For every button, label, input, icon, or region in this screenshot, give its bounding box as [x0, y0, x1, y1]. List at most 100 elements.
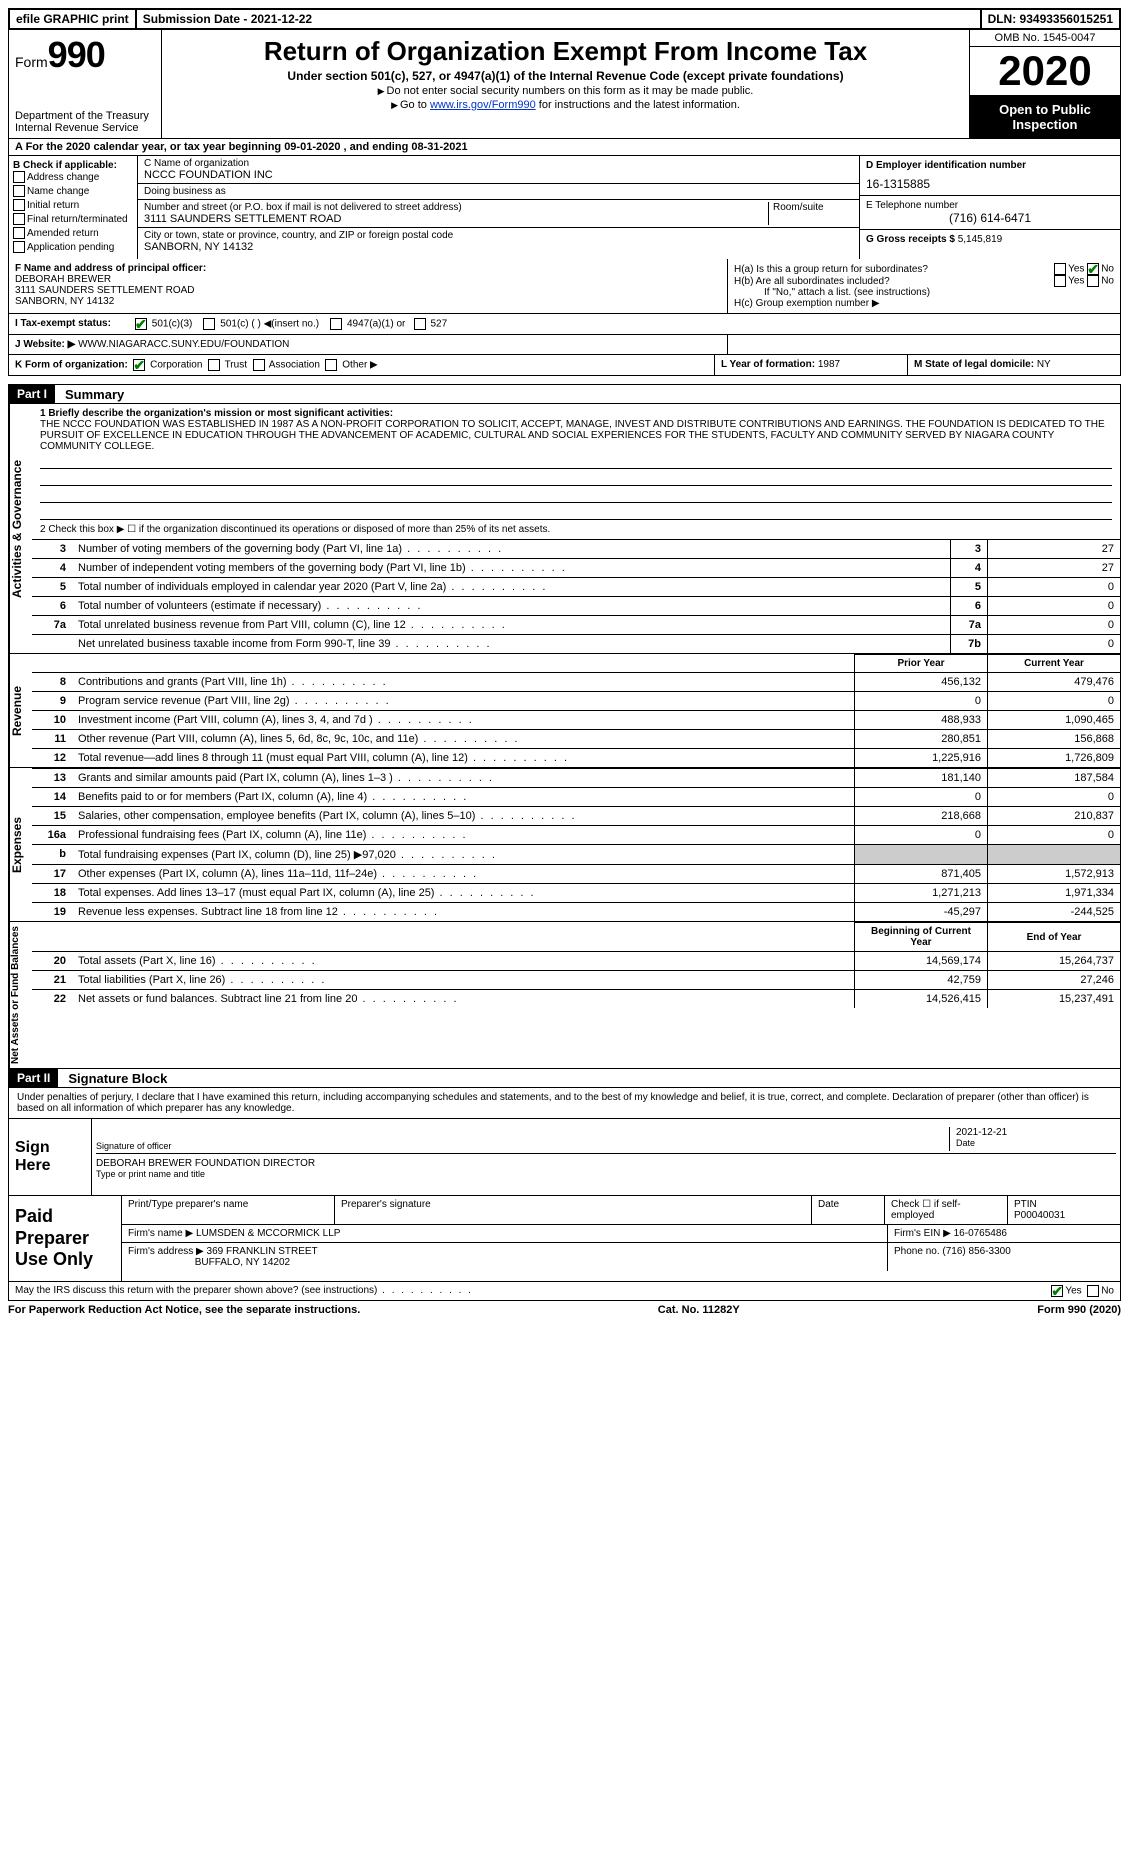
- h-a-label: H(a) Is this a group return for subordin…: [734, 264, 928, 275]
- paid-preparer-block: Paid Preparer Use Only Print/Type prepar…: [8, 1196, 1121, 1282]
- street-label: Number and street (or P.O. box if mail i…: [144, 202, 768, 213]
- mission-block: 1 Briefly describe the organization's mi…: [32, 404, 1120, 539]
- box-h-group: H(a) Is this a group return for subordin…: [728, 259, 1120, 313]
- sig-officer-label: Signature of officer: [96, 1141, 949, 1151]
- box-c-org-info: C Name of organization NCCC FOUNDATION I…: [137, 156, 860, 259]
- table-row: 11Other revenue (Part VIII, column (A), …: [32, 730, 1120, 749]
- table-row: 4Number of independent voting members of…: [32, 559, 1120, 578]
- phone-label: E Telephone number: [866, 200, 1114, 211]
- current-year-header: Current Year: [988, 655, 1121, 673]
- table-row: 17Other expenses (Part IX, column (A), l…: [32, 865, 1120, 884]
- dln: DLN: 93493356015251: [982, 10, 1119, 28]
- cb-address-change[interactable]: Address change: [13, 171, 133, 185]
- sig-date-label: Date: [956, 1138, 1116, 1148]
- h-a-no[interactable]: [1087, 263, 1099, 275]
- prep-self-employed[interactable]: Check ☐ if self-employed: [885, 1196, 1008, 1224]
- table-row: 5Total number of individuals employed in…: [32, 578, 1120, 597]
- table-row: 9Program service revenue (Part VIII, lin…: [32, 692, 1120, 711]
- h-b-yes[interactable]: [1054, 275, 1066, 287]
- expenses-table: 13Grants and similar amounts paid (Part …: [32, 768, 1120, 921]
- form-subtitle: Under section 501(c), 527, or 4947(a)(1)…: [170, 69, 961, 83]
- discuss-yes[interactable]: [1051, 1285, 1063, 1297]
- form-title: Return of Organization Exempt From Incom…: [170, 36, 961, 67]
- tax-status-label: I Tax-exempt status:: [15, 318, 135, 330]
- begin-year-header: Beginning of Current Year: [855, 923, 988, 952]
- row-k-form-org: K Form of organization: Corporation Trus…: [8, 355, 1121, 376]
- prep-name-label: Print/Type preparer's name: [122, 1196, 335, 1224]
- org-name: NCCC FOUNDATION INC: [144, 169, 853, 181]
- cb-527[interactable]: [414, 318, 426, 330]
- domicile-value: NY: [1037, 359, 1051, 370]
- discuss-no[interactable]: [1087, 1285, 1099, 1297]
- cb-501c[interactable]: [203, 318, 215, 330]
- row-i-tax-status: I Tax-exempt status: 501(c)(3) 501(c) ( …: [8, 314, 1121, 335]
- ptin-value: P00040031: [1014, 1210, 1114, 1221]
- activities-tab: Activities & Governance: [9, 404, 32, 653]
- firm-name-label: Firm's name ▶: [128, 1228, 193, 1239]
- sign-here-block: Sign Here Signature of officer 2021-12-2…: [8, 1119, 1121, 1196]
- department: Department of the Treasury Internal Reve…: [15, 110, 155, 134]
- table-row: 12Total revenue—add lines 8 through 11 (…: [32, 749, 1120, 768]
- activities-table: 3Number of voting members of the governi…: [32, 539, 1120, 653]
- table-row: 18Total expenses. Add lines 13–17 (must …: [32, 884, 1120, 903]
- row-j-k-wrap: J Website: ▶ WWW.NIAGARACC.SUNY.EDU/FOUN…: [8, 335, 1121, 355]
- year-formation-value: 1987: [818, 359, 840, 370]
- revenue-section: Revenue Prior Year Current Year 8Contrib…: [8, 654, 1121, 768]
- row-a-tax-year: A For the 2020 calendar year, or tax yea…: [8, 139, 1121, 156]
- cb-initial-return[interactable]: Initial return: [13, 199, 133, 213]
- cb-amended-return[interactable]: Amended return: [13, 227, 133, 241]
- cb-application-pending[interactable]: Application pending: [13, 241, 133, 255]
- cb-trust[interactable]: [208, 359, 220, 371]
- h-b-no[interactable]: [1087, 275, 1099, 287]
- phone-value: (716) 614-6471: [866, 211, 1114, 225]
- h-b-label: H(b) Are all subordinates included?: [734, 276, 890, 287]
- ptin-label: PTIN: [1014, 1199, 1114, 1210]
- table-row: 22Net assets or fund balances. Subtract …: [32, 990, 1120, 1009]
- submission-date[interactable]: Submission Date - 2021-12-22: [135, 10, 982, 28]
- open-to-public: Open to Public Inspection: [970, 96, 1120, 138]
- form-org-label: K Form of organization:: [15, 360, 128, 371]
- firm-name: LUMSDEN & MCCORMICK LLP: [196, 1228, 340, 1239]
- table-row: Net unrelated business taxable income fr…: [32, 635, 1120, 654]
- box-b-checkboxes: B Check if applicable: Address change Na…: [9, 156, 137, 259]
- omb-number: OMB No. 1545-0047: [970, 30, 1120, 47]
- netassets-tab: Net Assets or Fund Balances: [9, 922, 32, 1068]
- form-footer: Form 990 (2020): [1037, 1304, 1121, 1316]
- instructions-link-row: Go to www.irs.gov/Form990 for instructio…: [170, 99, 961, 111]
- discuss-row: May the IRS discuss this return with the…: [8, 1282, 1121, 1301]
- efile-label: efile GRAPHIC print: [10, 10, 135, 28]
- paperwork-notice: For Paperwork Reduction Act Notice, see …: [8, 1304, 360, 1316]
- cb-501c3[interactable]: [135, 318, 147, 330]
- prep-date-label: Date: [812, 1196, 885, 1224]
- h-a-yes[interactable]: [1054, 263, 1066, 275]
- table-row: 7aTotal unrelated business revenue from …: [32, 616, 1120, 635]
- top-bar: efile GRAPHIC print Submission Date - 20…: [8, 8, 1121, 30]
- firm-ein: 16-0765486: [954, 1228, 1007, 1239]
- officer-label: F Name and address of principal officer:: [15, 263, 721, 274]
- revenue-table: Prior Year Current Year 8Contributions a…: [32, 654, 1120, 767]
- cb-name-change[interactable]: Name change: [13, 185, 133, 199]
- cb-corporation[interactable]: [133, 359, 145, 371]
- h-c-label: H(c) Group exemption number ▶: [734, 298, 1114, 309]
- paid-preparer-label: Paid Preparer Use Only: [9, 1196, 121, 1281]
- ein-value: 16-1315885: [866, 177, 1114, 191]
- box-f-officer: F Name and address of principal officer:…: [9, 259, 728, 313]
- perjury-declaration: Under penalties of perjury, I declare th…: [8, 1088, 1121, 1119]
- cb-4947[interactable]: [330, 318, 342, 330]
- expenses-section: Expenses 13Grants and similar amounts pa…: [8, 768, 1121, 922]
- firm-addr2: BUFFALO, NY 14202: [195, 1257, 290, 1268]
- activities-section: Activities & Governance 1 Briefly descri…: [8, 404, 1121, 654]
- sig-name: DEBORAH BREWER FOUNDATION DIRECTOR: [96, 1158, 1116, 1169]
- cb-final-return[interactable]: Final return/terminated: [13, 213, 133, 227]
- part1-title: Summary: [65, 387, 124, 402]
- city-label: City or town, state or province, country…: [144, 230, 853, 241]
- tax-year: 2020: [970, 47, 1120, 96]
- cb-association[interactable]: [253, 359, 265, 371]
- irs-link[interactable]: www.irs.gov/Form990: [430, 99, 536, 111]
- cb-other[interactable]: [325, 359, 337, 371]
- dba-label: Doing business as: [144, 186, 853, 197]
- part1-header: Part I: [9, 385, 55, 403]
- box-b-header: B Check if applicable:: [13, 160, 133, 171]
- table-row: 16aProfessional fundraising fees (Part I…: [32, 826, 1120, 845]
- sign-here-label: Sign Here: [9, 1119, 91, 1195]
